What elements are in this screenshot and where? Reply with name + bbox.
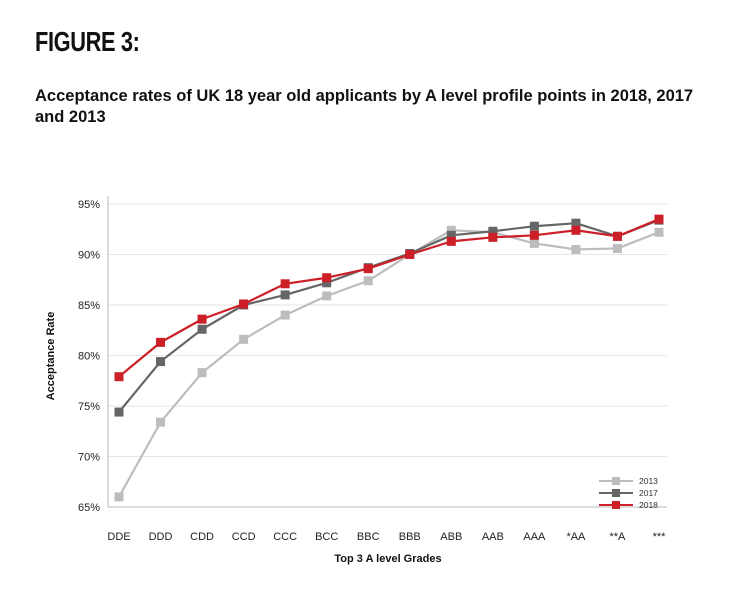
y-tick-label: 65% [78,502,100,514]
data-point [239,299,249,309]
y-tick-label: 70% [78,452,100,464]
data-point [529,221,539,231]
y-tick-label: 90% [78,250,100,262]
x-tick-label: *AA [566,531,586,543]
legend-item: 2013 [599,476,658,486]
legend-marker [612,477,620,485]
data-point [156,417,166,427]
series-2018 [114,214,664,382]
data-point [114,372,124,382]
legend-item: 2017 [599,488,658,498]
x-tick-label: CDD [190,531,214,543]
axes [107,196,667,508]
x-tick-label: AAB [482,531,504,543]
y-axis-title: Acceptance Rate [45,312,57,401]
x-tick-label: BBB [399,531,421,543]
y-tick-label: 85% [78,300,100,312]
figure-subtitle: Acceptance rates of UK 18 year old appli… [35,87,694,126]
data-point [529,230,539,240]
data-point [197,368,207,378]
data-point [488,232,498,242]
series-2013 [114,225,664,502]
series-2017 [114,215,664,417]
data-point [571,244,581,254]
legend-label: 2018 [639,500,658,510]
data-point [156,337,166,347]
data-point [654,227,664,237]
x-axis-title: Top 3 A level Grades [334,553,441,565]
data-point [363,276,373,286]
series-line [118,229,660,498]
y-tick-label: 80% [78,351,100,363]
y-tick-label: 75% [78,401,100,413]
data-point [114,492,124,502]
data-point [280,290,290,300]
figure-label: FIGURE 3: [35,26,140,57]
data-point [239,334,249,344]
x-tick-label: **A [610,531,627,543]
data-point [571,225,581,235]
x-tick-label: BCC [315,531,338,543]
legend-marker [612,501,620,509]
data-point [322,273,332,283]
data-point [405,250,415,259]
data-point [571,218,581,228]
data-point [322,291,332,301]
x-tick-label: AAA [523,531,546,543]
x-tick-label: ABB [440,531,462,543]
x-tick-label: DDD [149,531,173,543]
data-point [363,264,373,274]
data-point [322,278,332,288]
legend-label: 2017 [639,488,658,498]
x-tick-label: CCD [232,531,256,543]
data-point [280,310,290,320]
legend-item: 2018 [599,500,658,510]
x-tick-label: *** [653,531,667,543]
data-point [156,357,166,367]
data-point [612,231,622,241]
y-tick-labels: 95% 90% 85% 80% 75% 70% 65% [78,199,100,514]
series-lines [114,214,664,502]
data-point [197,314,207,324]
data-point [446,236,456,246]
data-point [654,214,664,224]
x-tick-label: BBC [357,531,380,543]
x-tick-label: DDE [107,531,130,543]
chart-legend: 2013 2017 2018 [599,476,658,510]
legend-marker [612,489,620,497]
data-point [488,226,498,236]
data-point [197,324,207,334]
data-point [529,238,539,248]
data-point [446,225,456,235]
data-point [446,230,456,240]
x-tick-labels: DDE DDD CDD CCD CCC BCC BBC BBB ABB AAB AAA *AA **A *… [107,531,666,543]
x-tick-label: CCC [273,531,297,543]
legend-label: 2013 [639,476,658,486]
y-tick-label: 95% [78,199,100,211]
data-point [114,407,124,417]
data-point [612,243,622,253]
data-point [280,279,290,289]
series-line [118,218,660,378]
